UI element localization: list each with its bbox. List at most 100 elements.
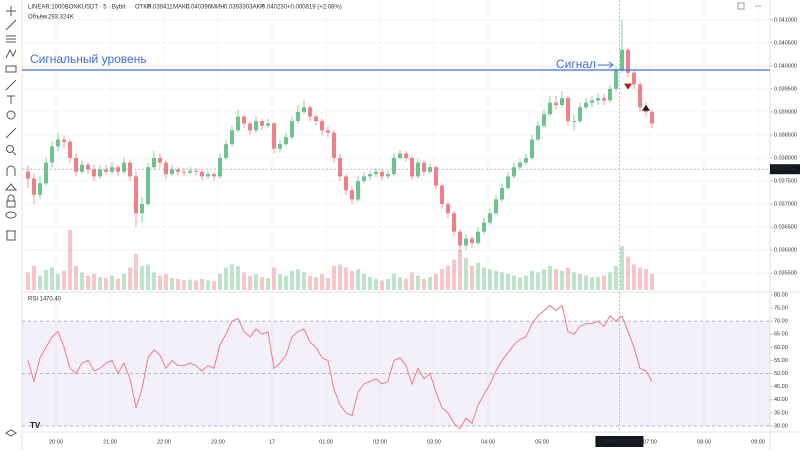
candle-body <box>560 98 564 106</box>
brush-tool[interactable] <box>5 79 17 91</box>
zoom-tool[interactable] <box>6 145 17 156</box>
volume-bar <box>428 277 432 290</box>
volume-bar <box>350 270 354 290</box>
y-tick-label: 0.038000 <box>774 155 797 161</box>
volume-bar <box>380 280 384 290</box>
candle-body <box>362 176 366 182</box>
y-tick-label: 0.040000 <box>774 63 797 69</box>
volume-layer <box>26 230 654 290</box>
ruler-tool[interactable] <box>5 127 17 139</box>
volume-bar <box>650 274 654 290</box>
volume-bar <box>488 269 492 290</box>
candle-body <box>392 157 396 175</box>
volume-bar <box>74 266 78 290</box>
candle-body <box>134 176 138 214</box>
signal-note: Сигнал <box>556 57 596 71</box>
ohlc-name: МИН <box>211 5 225 11</box>
volume-bar <box>356 269 360 290</box>
candle-body <box>200 171 204 177</box>
candle-body <box>614 70 618 89</box>
x-tick-label: 23:00 <box>211 439 225 445</box>
lock-tool[interactable] <box>6 194 16 208</box>
rsi-y-tick-label: 35.00 <box>774 410 788 416</box>
candle-body <box>320 121 324 131</box>
x-tick-label: 22:00 <box>157 439 171 445</box>
candle-body <box>212 174 216 177</box>
volume-bar <box>134 254 138 290</box>
layers-tool[interactable] <box>5 429 17 437</box>
rsi-pane: RSI 14 70.40 <box>22 297 770 430</box>
x-tick-label: 05:00 <box>535 439 549 445</box>
volume-bar <box>92 274 96 290</box>
hide-tool[interactable] <box>5 211 17 219</box>
candle-body <box>302 107 306 112</box>
candle-body <box>404 153 408 158</box>
candle-body <box>530 139 534 158</box>
rsi-value: 70.40 <box>46 297 62 303</box>
volume-bar <box>476 262 480 290</box>
volume-bar <box>644 269 648 290</box>
candle-body <box>440 185 444 205</box>
candle-body <box>536 125 540 140</box>
volume-bar <box>584 275 588 290</box>
candle-body <box>230 130 234 145</box>
volume-bar <box>590 277 594 290</box>
volume-bar <box>320 274 324 290</box>
candle-body <box>422 162 426 172</box>
volume-bar <box>50 267 54 290</box>
emoji-tool[interactable] <box>6 110 16 120</box>
candle-body <box>446 204 450 214</box>
volume-bar <box>440 269 444 290</box>
candle-body <box>170 169 174 175</box>
text-tool[interactable] <box>7 95 15 104</box>
candle-body <box>194 170 198 172</box>
candle-body <box>254 121 258 131</box>
candle-body <box>458 231 462 246</box>
rsi-y-tick-label: 40.00 <box>774 397 788 403</box>
volume-bar <box>266 278 270 290</box>
volume-bar <box>128 267 132 290</box>
volume-bar <box>344 267 348 290</box>
volume-bar <box>554 269 558 290</box>
volume-bar <box>62 270 66 290</box>
volume-bar <box>176 278 180 290</box>
magnet-tool[interactable] <box>6 165 16 176</box>
change-value: +0.000819 (+2.08%) <box>287 5 342 11</box>
volume-bar <box>38 275 42 290</box>
candle-body <box>626 49 630 73</box>
fib-tool[interactable] <box>6 35 16 43</box>
candle-body <box>386 174 390 177</box>
candle-body <box>368 174 372 177</box>
candle-body <box>638 84 642 108</box>
rsi-y-tick-label: 70.00 <box>774 319 788 325</box>
candle-body <box>542 114 546 126</box>
maximize-button[interactable] <box>737 2 745 10</box>
volume-bar <box>98 277 102 290</box>
trend-line-tool[interactable] <box>5 19 17 31</box>
overlay-layer: Сигнальный уровень Сигнал <box>22 0 770 432</box>
volume-bar <box>338 264 342 290</box>
stay-drawing-tool[interactable] <box>4 183 18 191</box>
delete-tool[interactable] <box>6 230 16 241</box>
volume-bar <box>578 274 582 290</box>
candle-body <box>494 199 498 214</box>
candle-body <box>74 157 78 172</box>
logo: TV <box>30 421 41 430</box>
volume-bar <box>404 278 408 290</box>
pattern-tool[interactable] <box>5 48 17 59</box>
candle-body <box>482 222 486 232</box>
projection-tool[interactable] <box>5 65 17 73</box>
ohlc-value: 0.040396 <box>186 5 212 11</box>
candle-body <box>572 121 576 122</box>
volume-bar <box>272 267 276 290</box>
y-tick-label: 0.037000 <box>774 201 797 207</box>
volume-bar <box>560 270 564 290</box>
y-tick-label: 0.039500 <box>774 86 797 92</box>
candle-body <box>338 157 342 177</box>
x-tick-label: 17 <box>269 439 275 445</box>
x-tick-label: 21:00 <box>103 439 117 445</box>
candle-body <box>296 111 300 122</box>
crosshair-tool[interactable] <box>6 6 16 16</box>
candle-body <box>650 111 654 124</box>
